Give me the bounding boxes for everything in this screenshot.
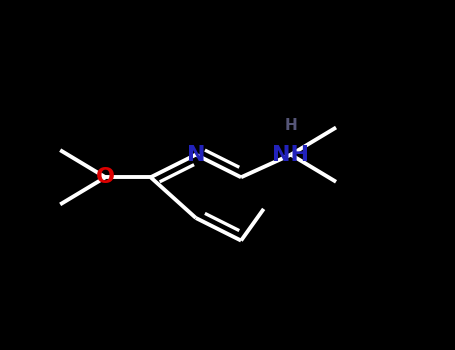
Text: O: O xyxy=(96,167,115,187)
Text: N: N xyxy=(187,145,205,164)
Text: H: H xyxy=(284,118,297,133)
Text: NH: NH xyxy=(272,145,309,164)
